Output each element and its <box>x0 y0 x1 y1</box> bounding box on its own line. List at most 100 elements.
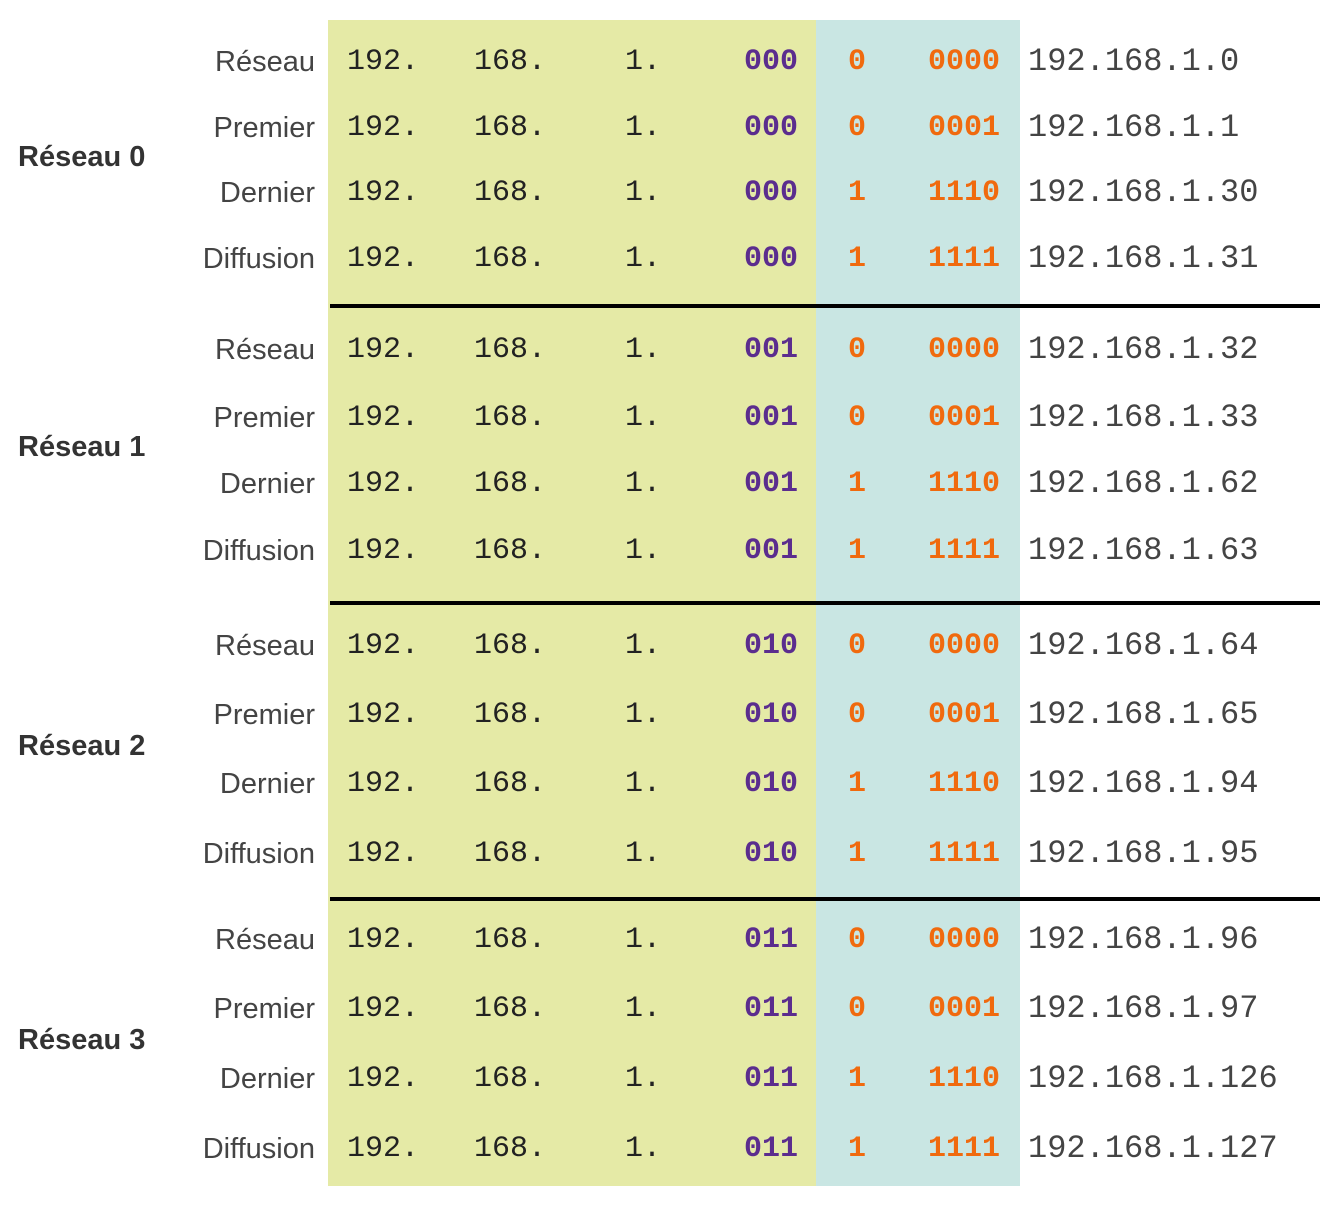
decimal-address: 192.168.1.127 <box>1028 1130 1278 1167</box>
address-row: Premier 192. 168. 1. 000 0 0001 192.168.1.1 <box>0 108 1340 148</box>
host-bits: 1110 <box>928 467 1001 501</box>
subnet-bit: 1 <box>848 242 867 276</box>
subnet-bit: 0 <box>848 111 867 145</box>
octet-3: 1. <box>625 837 662 871</box>
subnet-bit: 0 <box>848 333 867 367</box>
network-bits: 000 <box>744 45 799 79</box>
network-bits: 001 <box>744 534 799 568</box>
octet-3: 1. <box>625 333 662 367</box>
decimal-address: 192.168.1.95 <box>1028 835 1259 872</box>
subnet-label: Réseau 1 <box>18 431 146 463</box>
address-row: Réseau 192. 168. 1. 000 0 0000 192.168.1.0 <box>0 42 1340 82</box>
octet-1: 192. <box>347 767 420 801</box>
subnet-bit: 1 <box>848 767 867 801</box>
octet-3: 1. <box>625 992 662 1026</box>
octet-1: 192. <box>347 923 420 957</box>
octet-3: 1. <box>625 629 662 663</box>
decimal-address: 192.168.1.1 <box>1028 109 1240 146</box>
network-bits: 001 <box>744 401 799 435</box>
octet-1: 192. <box>347 992 420 1026</box>
row-label: Diffusion <box>202 243 315 275</box>
network-bits: 001 <box>744 333 799 367</box>
decimal-address: 192.168.1.33 <box>1028 399 1259 436</box>
octet-2: 168. <box>474 534 547 568</box>
subnet-bit: 0 <box>848 629 867 663</box>
subnet-bit: 1 <box>848 1062 867 1096</box>
subnet-bit: 1 <box>848 1132 867 1166</box>
network-bits: 010 <box>744 629 799 663</box>
row-label: Dernier <box>219 468 315 500</box>
address-row: Diffusion 192. 168. 1. 011 1 1111 192.168.1.127 <box>0 1129 1340 1169</box>
row-label: Dernier <box>219 1063 315 1095</box>
row-label: Premier <box>213 402 315 434</box>
octet-3: 1. <box>625 176 662 210</box>
octet-2: 168. <box>474 176 547 210</box>
subnet-group: Réseau 2 Réseau 192. 168. 1. 010 0 0000 192.168.… <box>0 626 1340 922</box>
address-row: Dernier 192. 168. 1. 010 1 1110 192.168.1.94 <box>0 764 1340 804</box>
host-bits: 0001 <box>928 111 1001 145</box>
network-bits: 011 <box>744 992 799 1026</box>
row-label: Dernier <box>219 768 315 800</box>
decimal-address: 192.168.1.126 <box>1028 1060 1278 1097</box>
address-row: Diffusion 192. 168. 1. 010 1 1111 192.168.1.95 <box>0 834 1340 874</box>
address-row: Réseau 192. 168. 1. 001 0 0000 192.168.1.32 <box>0 330 1340 370</box>
octet-1: 192. <box>347 176 420 210</box>
row-label: Réseau <box>215 630 315 662</box>
subnet-bit: 0 <box>848 992 867 1026</box>
network-bits: 000 <box>744 242 799 276</box>
subnet-bit: 0 <box>848 45 867 79</box>
address-row: Réseau 192. 168. 1. 010 0 0000 192.168.1.64 <box>0 626 1340 666</box>
host-bits: 1110 <box>928 767 1001 801</box>
address-row: Diffusion 192. 168. 1. 000 1 1111 192.168.1.31 <box>0 239 1340 279</box>
subnet-group: Réseau 0 Réseau 192. 168. 1. 000 0 0000 192.168.… <box>0 42 1340 338</box>
host-bits: 0001 <box>928 698 1001 732</box>
octet-1: 192. <box>347 534 420 568</box>
octet-2: 168. <box>474 923 547 957</box>
octet-3: 1. <box>625 1062 662 1096</box>
row-label: Premier <box>213 112 315 144</box>
row-label: Premier <box>213 699 315 731</box>
octet-2: 168. <box>474 992 547 1026</box>
address-row: Dernier 192. 168. 1. 001 1 1110 192.168.1.62 <box>0 464 1340 504</box>
octet-2: 168. <box>474 767 547 801</box>
octet-2: 168. <box>474 401 547 435</box>
row-label: Réseau <box>215 334 315 366</box>
host-bits: 1110 <box>928 176 1001 210</box>
row-label: Réseau <box>215 46 315 78</box>
subnet-bit: 1 <box>848 837 867 871</box>
octet-1: 192. <box>347 401 420 435</box>
octet-2: 168. <box>474 333 547 367</box>
group-separator <box>330 304 1320 308</box>
address-row: Premier 192. 168. 1. 011 0 0001 192.168.1.97 <box>0 989 1340 1029</box>
network-bits: 011 <box>744 1132 799 1166</box>
address-row: Premier 192. 168. 1. 001 0 0001 192.168.1.33 <box>0 398 1340 438</box>
octet-3: 1. <box>625 111 662 145</box>
subnet-bit: 1 <box>848 176 867 210</box>
row-label: Diffusion <box>202 535 315 567</box>
network-bits: 000 <box>744 111 799 145</box>
subnet-label: Réseau 2 <box>18 729 146 762</box>
decimal-address: 192.168.1.0 <box>1028 43 1240 80</box>
decimal-address: 192.168.1.97 <box>1028 990 1259 1027</box>
address-row: Dernier 192. 168. 1. 011 1 1110 192.168.1.126 <box>0 1059 1340 1099</box>
octet-1: 192. <box>347 698 420 732</box>
octet-1: 192. <box>347 333 420 367</box>
decimal-address: 192.168.1.30 <box>1028 174 1259 211</box>
decimal-address: 192.168.1.31 <box>1028 240 1259 277</box>
octet-1: 192. <box>347 111 420 145</box>
row-label: Dernier <box>219 177 315 209</box>
octet-1: 192. <box>347 1062 420 1096</box>
host-bits: 0000 <box>928 629 1001 663</box>
host-bits: 1111 <box>928 534 1001 568</box>
octet-3: 1. <box>625 242 662 276</box>
address-row: Premier 192. 168. 1. 010 0 0001 192.168.1.65 <box>0 695 1340 735</box>
octet-1: 192. <box>347 1132 420 1166</box>
octet-2: 168. <box>474 1132 547 1166</box>
octet-2: 168. <box>474 242 547 276</box>
octet-2: 168. <box>474 837 547 871</box>
octet-1: 192. <box>347 467 420 501</box>
row-label: Diffusion <box>202 1133 315 1165</box>
group-separator <box>330 601 1320 605</box>
octet-3: 1. <box>625 45 662 79</box>
network-bits: 011 <box>744 923 799 957</box>
